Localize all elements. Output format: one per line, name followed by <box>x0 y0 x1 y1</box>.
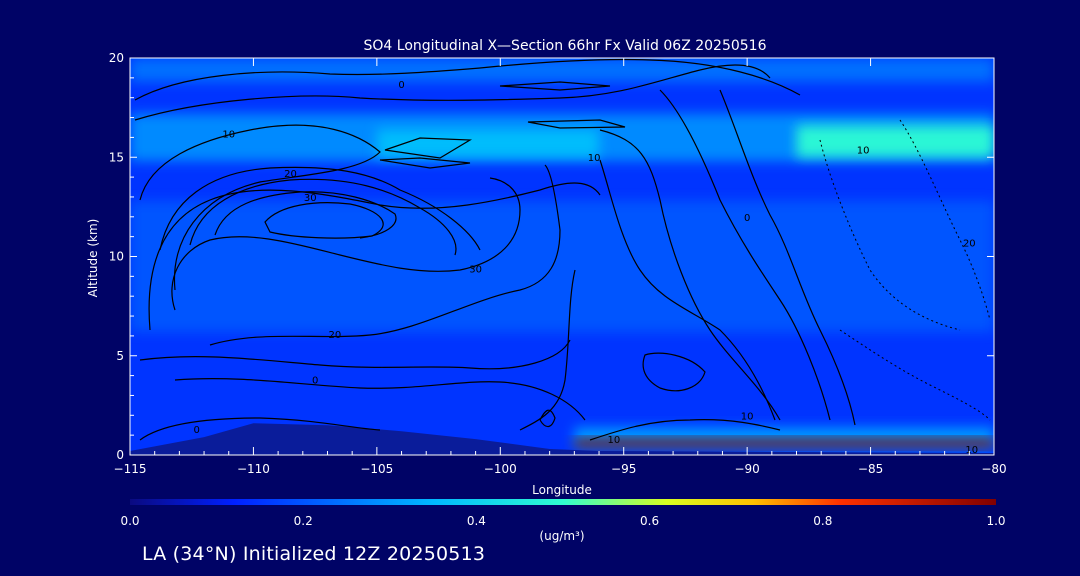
contour-line <box>379 157 471 169</box>
contour-line <box>527 119 626 129</box>
contour-line <box>264 202 384 239</box>
contour-line <box>148 182 601 331</box>
contour-line <box>139 339 571 370</box>
colorbar-tick-label: 0.0 <box>120 514 139 528</box>
contour-line <box>599 159 776 421</box>
contour-lines <box>134 58 856 441</box>
field-band <box>376 129 600 158</box>
contour-line <box>384 137 473 159</box>
concentration-field <box>130 58 994 455</box>
contour-line <box>134 64 771 121</box>
colorbar-tick-label: 0.4 <box>467 514 486 528</box>
terrain <box>130 423 994 455</box>
contour-line <box>139 417 381 441</box>
field-band <box>574 439 994 448</box>
contour-line <box>839 329 991 421</box>
contour-label: 10 <box>607 435 620 446</box>
contour-label: 30 <box>469 264 482 275</box>
contour-label: 20 <box>963 239 976 250</box>
contour-label: 10 <box>741 411 754 422</box>
y-tick-label: 20 <box>109 51 124 65</box>
x-tick-label: −95 <box>611 462 636 476</box>
colorbar-tick-label: 0.8 <box>813 514 832 528</box>
contour-line <box>171 177 521 311</box>
contour-line <box>642 352 706 392</box>
colorbar-tick-label: 0.2 <box>294 514 313 528</box>
contour-label: 0 <box>193 425 199 436</box>
x-tick-label: −80 <box>981 462 1006 476</box>
contour-label: 10 <box>857 145 870 156</box>
x-tick-label: −85 <box>858 462 883 476</box>
contour-label: 0 <box>744 213 750 224</box>
colorbar-tick-label: 1.0 <box>986 514 1005 528</box>
chart-title: SO4 Longitudinal X—Section 66hr Fx Valid… <box>364 38 767 54</box>
y-axis: 0 5 10 15 20 <box>109 51 994 462</box>
field-band <box>130 200 994 332</box>
contour-line <box>659 89 831 421</box>
contour-line <box>159 166 481 251</box>
contour-label: 10 <box>965 445 978 456</box>
x-tick-label: −105 <box>360 462 393 476</box>
contour-label: 30 <box>304 193 317 204</box>
contour-line <box>519 269 576 431</box>
contour-label: 10 <box>222 129 235 140</box>
init-caption: LA (34°N) Initialized 12Z 20250513 <box>142 543 486 565</box>
colorbar-ticks: 0.0 0.2 0.4 0.6 0.8 1.0 <box>120 514 1005 528</box>
y-tick-label: 10 <box>109 250 124 264</box>
contour-line <box>599 129 781 421</box>
y-tick-label: 5 <box>116 349 124 363</box>
contour-line <box>214 191 397 239</box>
x-tick-label: −100 <box>484 462 517 476</box>
colorbar-tick-label: 0.6 <box>640 514 659 528</box>
x-axis-label: Longitude <box>532 483 592 497</box>
field-band <box>796 125 994 158</box>
contour-label: 10 <box>588 153 601 164</box>
y-axis-label: Altitude (km) <box>86 219 100 298</box>
dotted-contours <box>819 119 991 421</box>
contour-line <box>589 419 781 441</box>
contour-line <box>174 378 586 421</box>
contour-label: 20 <box>329 330 342 341</box>
contour-label: 20 <box>284 169 297 180</box>
contour-line <box>539 409 556 428</box>
contour-line <box>719 89 856 426</box>
contour-line <box>189 178 457 256</box>
contour-label: 0 <box>312 376 318 387</box>
contour-label: 0 <box>398 80 404 91</box>
contour-line <box>139 124 381 291</box>
colorbar-label: (ug/m³) <box>539 529 584 543</box>
x-axis: −115 −110 −105 −100 −95 −90 −85 −80 <box>114 58 1007 476</box>
x-tick-label: −90 <box>734 462 759 476</box>
field-band <box>130 58 994 82</box>
y-tick-label: 0 <box>116 448 124 462</box>
x-tick-label: −115 <box>114 462 147 476</box>
contour-line <box>209 164 561 346</box>
contour-labels: 0 10 20 30 10 10 30 20 0 0 10 10 10 0 20 <box>193 80 978 456</box>
y-tick-label: 15 <box>109 150 124 164</box>
x-tick-label: −110 <box>237 462 270 476</box>
colorbar <box>130 499 996 505</box>
contour-line <box>899 119 991 321</box>
contour-line <box>134 58 801 101</box>
contour-line <box>499 81 611 91</box>
plot-area: 0 10 20 30 10 10 30 20 0 0 10 10 10 0 20 <box>130 58 994 456</box>
